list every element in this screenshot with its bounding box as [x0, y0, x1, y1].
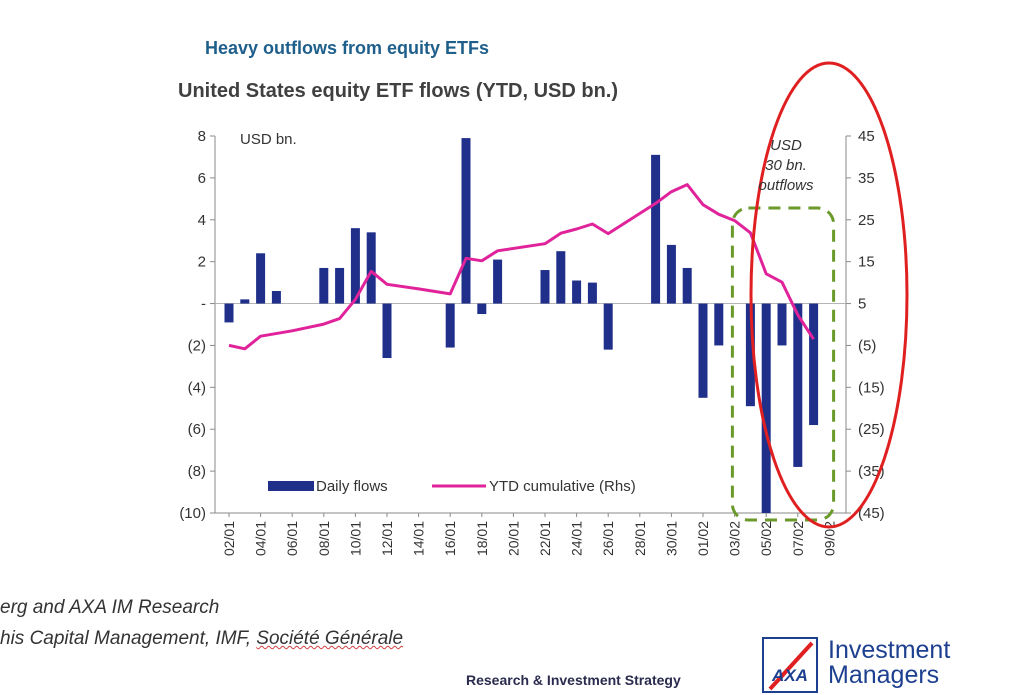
brand-line-1: Investment [828, 636, 951, 664]
left-tick-label: (4) [188, 379, 206, 396]
right-tick-label: 15 [858, 254, 875, 271]
left-axis-unit: USD bn. [240, 131, 297, 148]
left-tick-label: - [201, 296, 206, 313]
bar-daily-flow [477, 303, 487, 315]
ytd-cumulative-line [228, 183, 815, 351]
legend-daily-flows: Daily flows [316, 478, 388, 495]
x-tick-label: 18/01 [474, 521, 490, 556]
bar-daily-flow [256, 253, 266, 304]
right-tick-label: 45 [858, 128, 875, 145]
right-tick-label: (45) [858, 505, 885, 522]
x-tick-label: 01/02 [695, 521, 711, 556]
x-tick-label: 08/01 [316, 521, 332, 556]
etf-flows-chart: 8 6 4 2 - (2) (4) (6) (8) (10) 45 35 25 15 5 (5) (15) (25… [179, 61, 909, 556]
left-tick-label: (8) [188, 463, 206, 480]
investment-managers-brand: Investment Managers [828, 638, 950, 688]
bar-daily-flow [651, 154, 661, 304]
x-tick-label: 14/01 [411, 521, 427, 556]
right-tick-label: 5 [858, 296, 866, 313]
x-tick-label: 10/01 [347, 521, 363, 556]
bar-daily-flow [350, 228, 360, 304]
bar-daily-flow [540, 270, 550, 304]
chart-title: United States equity ETF flows (YTD, USD… [178, 80, 619, 102]
right-tick-label: (15) [858, 379, 885, 396]
left-tick-label: (6) [188, 421, 206, 438]
left-tick-label: (10) [179, 505, 206, 522]
red-outflow-circle [749, 61, 909, 529]
left-tick-label: 2 [198, 254, 206, 271]
legend-bar-swatch [268, 481, 314, 491]
x-tick-label: 03/02 [727, 521, 743, 556]
left-tick-label: 6 [198, 170, 206, 187]
x-tick-label: 12/01 [379, 521, 395, 556]
source-line-2-text: his Capital Management, IMF, [0, 628, 257, 649]
annotation-text: outflows [758, 177, 814, 194]
bar-daily-flow [793, 303, 803, 467]
x-tick-label: 04/01 [253, 521, 269, 556]
bar-daily-flow [319, 267, 329, 304]
source-societe-generale: Société Générale [256, 628, 404, 649]
bar-daily-flow [698, 303, 708, 398]
annotation-text: USD [770, 137, 802, 154]
bar-daily-flow [745, 303, 755, 407]
bar-daily-flow [382, 303, 392, 359]
x-tick-label: 24/01 [569, 521, 585, 556]
research-strategy-label: Research & Investment Strategy [466, 672, 681, 688]
bar-daily-flow [777, 303, 787, 346]
right-tick-label: 35 [858, 170, 875, 187]
bar-daily-flow [666, 244, 676, 304]
right-tick-label: (5) [858, 337, 876, 354]
x-tick-label: 20/01 [505, 521, 521, 556]
x-tick-label: 07/02 [790, 521, 806, 556]
left-tick-label: 4 [198, 212, 206, 229]
bar-daily-flow [335, 267, 345, 304]
bar-daily-flow [556, 251, 566, 304]
left-tick-label: 8 [198, 128, 206, 145]
left-tick-label: (2) [188, 337, 206, 354]
bar-daily-flow [240, 299, 250, 304]
right-tick-label: (25) [858, 421, 885, 438]
x-tick-label: 22/01 [537, 521, 553, 556]
x-tick-label: 26/01 [600, 521, 616, 556]
bar-daily-flow [572, 280, 582, 304]
x-tick-label: 06/01 [284, 521, 300, 556]
x-tick-label: 28/01 [632, 521, 648, 556]
bar-daily-flow [587, 282, 597, 304]
bar-daily-flow [461, 138, 471, 304]
right-tick-label: 25 [858, 212, 875, 229]
x-tick-label: 09/02 [821, 521, 837, 556]
axa-logo: AXA [762, 637, 818, 693]
bar-daily-flow [366, 232, 376, 304]
x-tick-label: 02/01 [221, 521, 237, 556]
bar-daily-flow [761, 303, 771, 513]
x-tick-label: 30/01 [663, 521, 679, 556]
bar-daily-flow [603, 303, 613, 350]
x-tick-label: 05/02 [758, 521, 774, 556]
bar-daily-flow [493, 259, 503, 304]
axa-logo-text: AXA [771, 666, 808, 685]
source-line-1: erg and AXA IM Research [0, 597, 220, 618]
brand-line-2: Managers [828, 661, 940, 689]
bar-daily-flow [271, 290, 281, 304]
annotation-text: 30 bn. [765, 157, 807, 174]
chart-headline: Heavy outflows from equity ETFs [205, 38, 490, 58]
bar-daily-flow [809, 303, 819, 426]
legend-ytd-cumulative: YTD cumulative (Rhs) [489, 478, 636, 495]
bar-daily-flow [714, 303, 724, 346]
bar-daily-flow [224, 303, 234, 323]
bar-daily-flow [682, 267, 692, 304]
x-tick-label: 16/01 [442, 521, 458, 556]
bar-daily-flow [445, 303, 455, 348]
source-line-2: his Capital Management, IMF, Société Gén… [0, 628, 403, 650]
